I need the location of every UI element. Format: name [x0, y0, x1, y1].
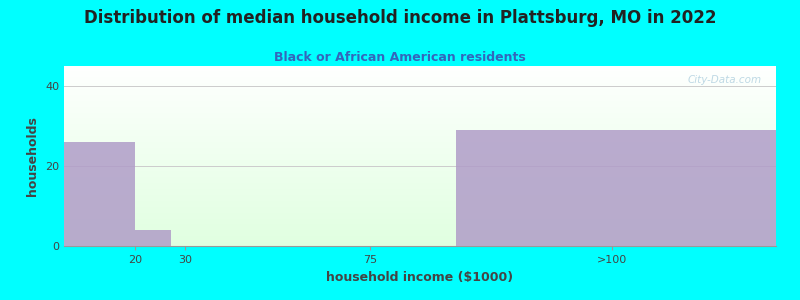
Text: City-Data.com: City-Data.com [688, 75, 762, 85]
Bar [456, 130, 776, 246]
Y-axis label: households: households [26, 116, 39, 196]
X-axis label: household income ($1000): household income ($1000) [326, 271, 514, 284]
Bar [135, 230, 171, 246]
Text: Black or African American residents: Black or African American residents [274, 51, 526, 64]
Text: Distribution of median household income in Plattsburg, MO in 2022: Distribution of median household income … [84, 9, 716, 27]
Bar [64, 142, 135, 246]
